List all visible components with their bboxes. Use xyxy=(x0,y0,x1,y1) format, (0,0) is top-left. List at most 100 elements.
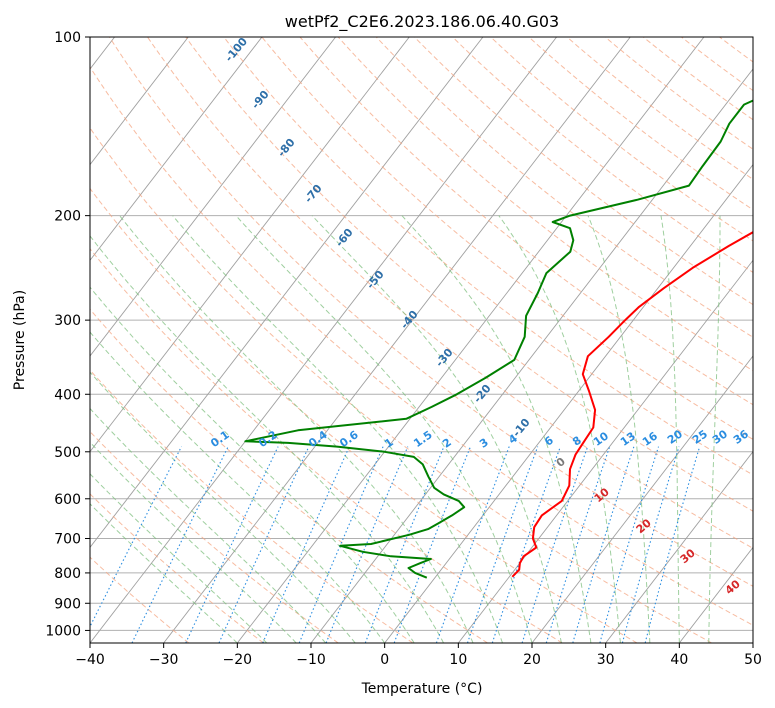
dry-adiabat-label: -70 xyxy=(302,182,325,206)
dry-adiabat xyxy=(758,37,775,643)
y-tick-label: 200 xyxy=(54,209,81,225)
isotherm xyxy=(752,642,753,643)
y-tick-label: 1000 xyxy=(45,623,81,639)
dry-adiabat xyxy=(528,37,753,211)
mixing-ratio-line xyxy=(521,446,589,643)
dry-adiabat xyxy=(642,37,753,121)
mixing-ratio-line xyxy=(599,446,660,643)
dry-adiabat xyxy=(90,187,638,643)
dry-adiabat xyxy=(566,37,753,180)
moist-adiabat-label: 40 xyxy=(723,577,743,597)
moist-adiabat xyxy=(90,441,297,643)
y-tick-label: 300 xyxy=(54,313,81,329)
y-tick-label: 400 xyxy=(54,387,81,403)
dry-adiabat xyxy=(452,37,753,273)
x-axis: −40 −30 −20 −10 0 10 20 30 40 50 xyxy=(75,643,762,668)
dry-adiabat xyxy=(90,247,563,643)
mixing-ratio-line xyxy=(644,446,701,643)
chart-title: wetPf2_C2E6.2023.186.06.40.G03 xyxy=(285,12,559,32)
line-label-layer: 0.1 0.2 0.4 0.6 1 1.5 2 3 4 6 8 10 13 16 20 25 30 36-100-… xyxy=(208,35,751,597)
mixing-ratio-line xyxy=(262,446,350,643)
dry-adiabat xyxy=(337,37,753,372)
isotherm xyxy=(163,37,631,643)
mixing-ratio-label: 0.1 xyxy=(208,428,231,450)
y-tick-label: 100 xyxy=(54,30,81,46)
x-tick-label: −20 xyxy=(223,652,253,668)
mixing-ratio-label: 3 xyxy=(477,436,491,451)
moist-adiabat xyxy=(90,331,386,643)
moist-adiabat xyxy=(587,215,651,643)
sounding-line xyxy=(244,99,753,579)
y-tick-label: 800 xyxy=(54,566,81,582)
mixing-ratio-label: 30 xyxy=(710,427,730,447)
mixing-ratio-line xyxy=(572,446,635,643)
mixing-ratio-line xyxy=(298,446,384,643)
mixing-ratio-label: 20 xyxy=(665,427,685,447)
mixing-ratio-label: 2 xyxy=(440,436,454,451)
x-tick-label: 10 xyxy=(449,652,467,668)
moist-adiabat xyxy=(90,407,327,643)
y-tick-label: 500 xyxy=(54,445,81,461)
mixing-ratio-line xyxy=(621,446,680,643)
isotherm xyxy=(90,37,336,357)
dry-adiabat xyxy=(299,37,753,406)
dry-adiabat-label: -100 xyxy=(222,35,250,65)
x-tick-label: 30 xyxy=(597,652,615,668)
x-tick-label: 50 xyxy=(744,652,762,668)
isotherm xyxy=(90,37,557,643)
dry-adiabat xyxy=(414,37,753,306)
isotherm xyxy=(384,163,753,643)
moist-adiabat xyxy=(401,215,592,643)
dry-adiabat xyxy=(261,37,753,440)
dry-adiabat xyxy=(90,308,488,643)
dry-adiabat xyxy=(490,37,753,242)
grid-layer xyxy=(90,37,775,643)
dry-adiabat xyxy=(90,127,712,643)
series-layer xyxy=(244,99,753,579)
mixing-ratio-line xyxy=(545,446,611,643)
y-tick-label: 900 xyxy=(54,596,81,612)
moist-adiabat-label: 30 xyxy=(678,546,698,566)
mixing-ratio-line xyxy=(131,446,229,643)
mixing-ratio-line xyxy=(90,446,182,628)
isotherm xyxy=(236,37,705,643)
dry-adiabat-label: -40 xyxy=(398,308,421,332)
isotherm xyxy=(605,450,753,643)
moist-adiabat xyxy=(172,215,503,643)
x-tick-label: 0 xyxy=(380,652,389,668)
isotherm xyxy=(90,37,263,262)
mixing-ratio-line xyxy=(185,446,279,643)
y-tick-label: 600 xyxy=(54,492,81,508)
isotherm xyxy=(90,37,189,166)
isotherm xyxy=(457,259,753,643)
x-tick-label: −10 xyxy=(296,652,326,668)
mixing-ratio-line xyxy=(393,446,472,643)
y-tick-label: 700 xyxy=(54,532,81,548)
dry-adiabat-label: -60 xyxy=(333,226,356,250)
mixing-ratio-label: 1.5 xyxy=(411,428,434,450)
moist-adiabat xyxy=(90,473,268,643)
moist-adiabat xyxy=(90,235,445,643)
moist-adiabat xyxy=(708,215,721,643)
x-tick-label: 20 xyxy=(523,652,541,668)
mixing-ratio-line xyxy=(435,446,510,643)
mixing-ratio-label: 6 xyxy=(542,433,556,448)
y-axis: 1000 900 800 700 600 500 400 300 200 100 xyxy=(45,30,90,639)
x-axis-label: Temperature (°C) xyxy=(361,681,483,697)
moist-adiabat xyxy=(119,215,474,643)
dry-adiabat-label: -80 xyxy=(275,136,298,160)
moist-adiabat xyxy=(90,503,238,643)
plot-frame xyxy=(89,36,754,644)
dry-adiabat xyxy=(147,37,753,549)
x-tick-label: 40 xyxy=(670,652,688,668)
mixing-ratio-label: 25 xyxy=(690,427,710,446)
dry-adiabat xyxy=(90,369,414,643)
mixing-ratio-label: 0.2 xyxy=(256,428,279,450)
mixing-ratio-label: 10 xyxy=(591,429,611,449)
dry-adiabat xyxy=(223,37,753,476)
dry-adiabat xyxy=(90,66,753,626)
moist-adiabat xyxy=(90,286,415,643)
moist-adiabat xyxy=(90,371,356,643)
sounding-line xyxy=(511,231,753,578)
isotherm xyxy=(90,37,410,453)
